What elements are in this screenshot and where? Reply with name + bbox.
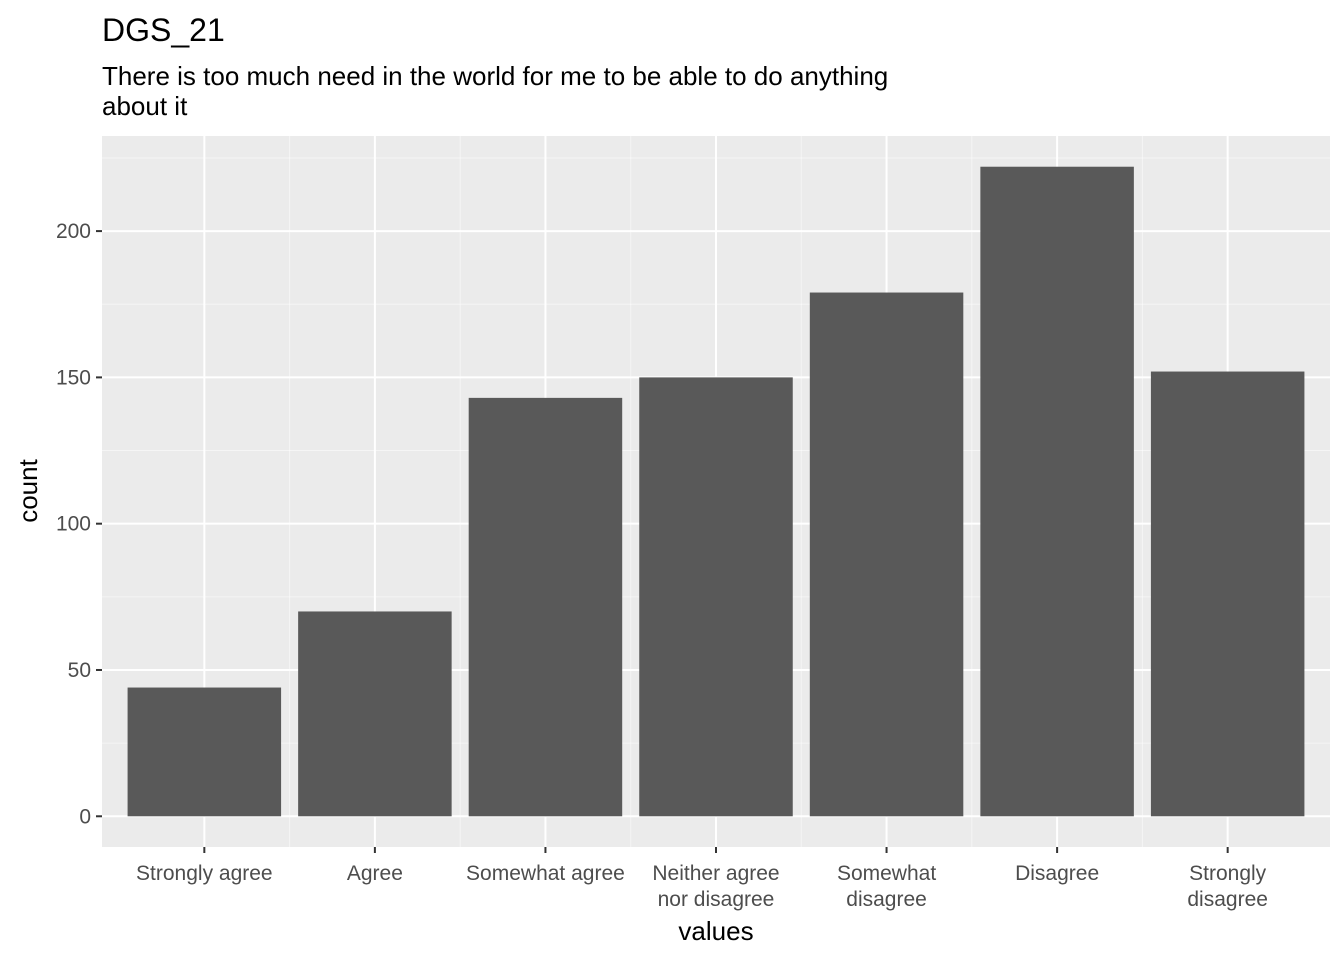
y-tick-label: 0 bbox=[79, 805, 91, 828]
chart-subtitle-line-1: There is too much need in the world for … bbox=[102, 61, 888, 91]
bar bbox=[639, 377, 793, 817]
y-tick-label: 200 bbox=[56, 220, 91, 243]
chart-subtitle-line-2: about it bbox=[102, 91, 188, 121]
x-tick-label: Neither agree nor disagree bbox=[652, 862, 779, 911]
bar bbox=[127, 687, 282, 817]
x-tick-label: Strongly disagree bbox=[1187, 862, 1268, 911]
y-axis-title: count bbox=[13, 458, 43, 522]
y-tick-label: 150 bbox=[56, 366, 91, 389]
x-tick-label: Agree bbox=[347, 862, 403, 885]
bar bbox=[1150, 371, 1305, 817]
x-axis: Strongly agree Agree Somewhat agree Neither… bbox=[136, 847, 1268, 911]
bar bbox=[298, 611, 452, 817]
bar bbox=[980, 166, 1134, 817]
x-tick-label: Somewhat agree bbox=[466, 862, 625, 885]
y-axis: 0 50 100 150 200 bbox=[56, 220, 102, 828]
x-tick-label: Disagree bbox=[1015, 862, 1099, 885]
x-tick-label: Strongly agree bbox=[136, 862, 273, 885]
bar bbox=[468, 397, 623, 817]
bars bbox=[127, 166, 1305, 817]
x-tick-label: Somewhat disagree bbox=[837, 862, 936, 911]
chart-title: DGS_21 bbox=[102, 12, 225, 48]
y-tick-label: 50 bbox=[68, 659, 91, 682]
x-axis-title: values bbox=[678, 916, 753, 946]
bar bbox=[809, 292, 964, 817]
y-tick-label: 100 bbox=[56, 513, 91, 536]
